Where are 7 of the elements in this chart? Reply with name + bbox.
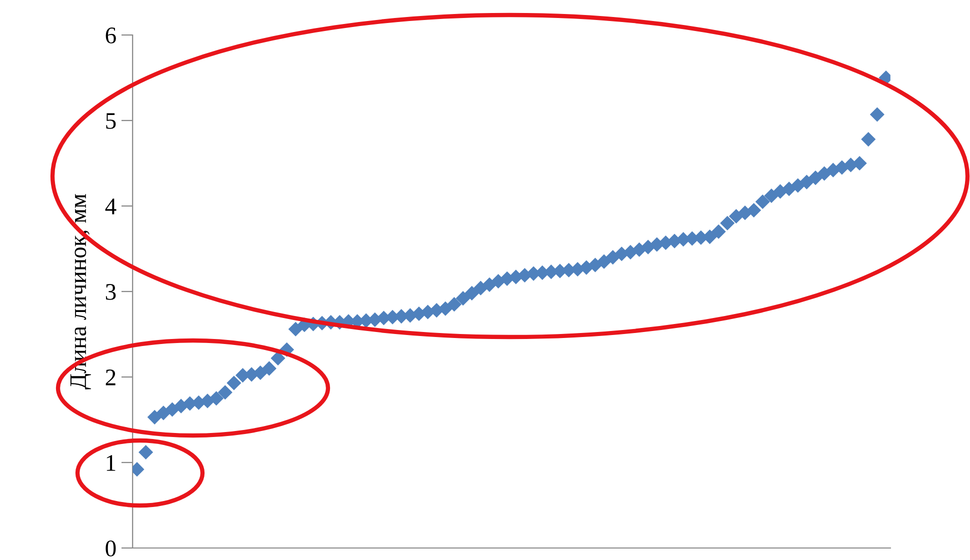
y-tick-label: 0 xyxy=(106,540,116,556)
y-tick-label: 2 xyxy=(106,370,116,386)
y-tick-label: 3 xyxy=(106,284,116,300)
y-tick-label: 1 xyxy=(106,455,116,471)
y-tick-label: 4 xyxy=(105,198,116,214)
y-tick-label: 6 xyxy=(106,28,116,44)
y-tick-label: 5 xyxy=(106,113,116,129)
